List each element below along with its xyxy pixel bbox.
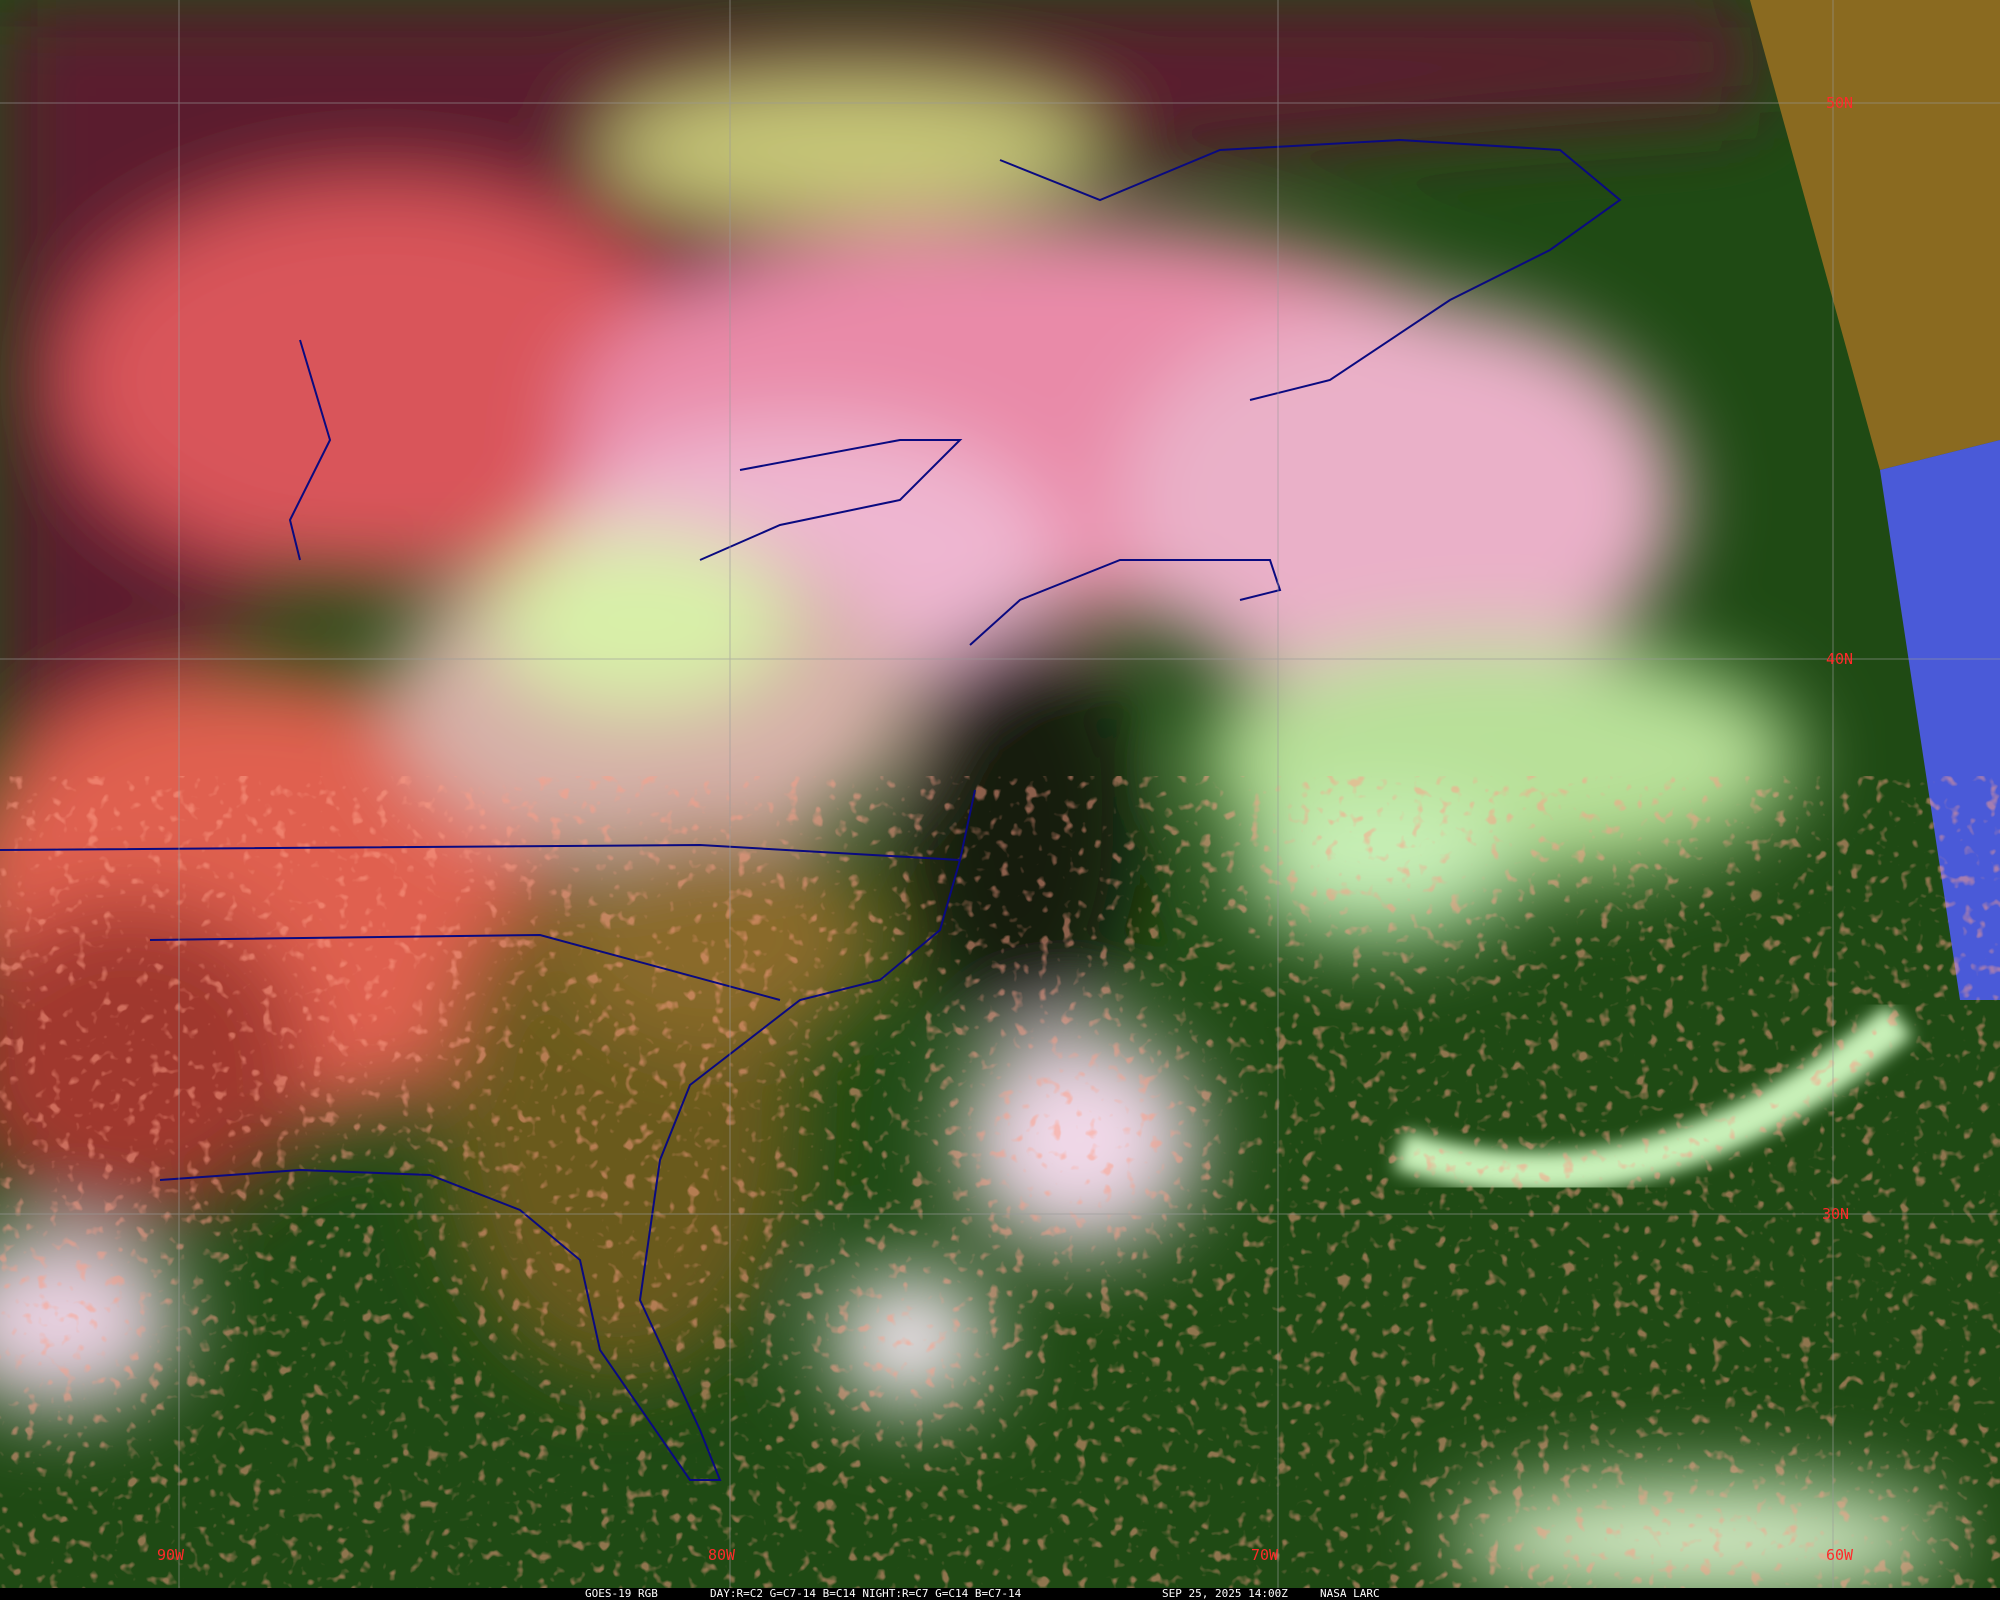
lat-label: 30N [1822, 1205, 1849, 1223]
lon-label: 80W [708, 1546, 736, 1564]
lon-label: 70W [1251, 1546, 1279, 1564]
lat-label: 40N [1826, 650, 1853, 668]
caption-bar: GOES-19 RGB DAY:R=C2 G=C7-14 B=C14 NIGHT… [0, 1588, 2000, 1600]
caption-product: GOES-19 RGB [585, 1587, 658, 1600]
lon-label: 90W [157, 1546, 185, 1564]
caption-recipe: DAY:R=C2 G=C7-14 B=C14 NIGHT:R=C7 G=C14 … [710, 1587, 1022, 1600]
edge-orange-strip [1750, 0, 2000, 470]
grid-labels: 90W 80W 70W 60W 50N 40N 30N [157, 94, 1854, 1564]
caption-datetime: SEP 25, 2025 14:00Z [1162, 1587, 1288, 1600]
lat-label: 50N [1826, 94, 1853, 112]
lon-label: 60W [1826, 1546, 1854, 1564]
political-boundaries [0, 138, 1622, 1481]
caption-source: NASA LARC [1320, 1587, 1380, 1600]
